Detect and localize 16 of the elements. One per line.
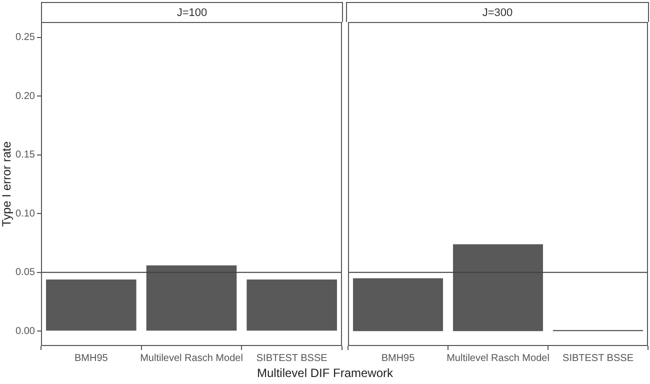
y-axis-title: Type I error rate [0, 140, 14, 227]
chart-title: J=100 [41, 2, 343, 22]
x-axis-title: Multilevel DIF Framework [256, 366, 394, 380]
y-tick-label: 0.05 [16, 267, 36, 278]
x-tick-label: Multilevel Rasch Model [140, 352, 243, 364]
x-tick-label: SIBTEST BSSE [256, 352, 328, 364]
y-tick-label: 0.00 [16, 326, 36, 337]
y-tick-label: 0.10 [16, 208, 36, 220]
y-tick-label: 0.20 [16, 90, 36, 102]
y-tick-label: 0.15 [16, 150, 36, 161]
x-tick-label: BMH95 [74, 352, 108, 364]
x-tick-label: Multilevel Rasch Model [446, 352, 550, 364]
x-tick-label: SIBTEST BSSE [562, 352, 634, 364]
y-tick-label: 0.25 [16, 32, 36, 44]
x-tick-label: BMH95 [381, 352, 416, 364]
chart-title: J=300 [346, 2, 649, 22]
